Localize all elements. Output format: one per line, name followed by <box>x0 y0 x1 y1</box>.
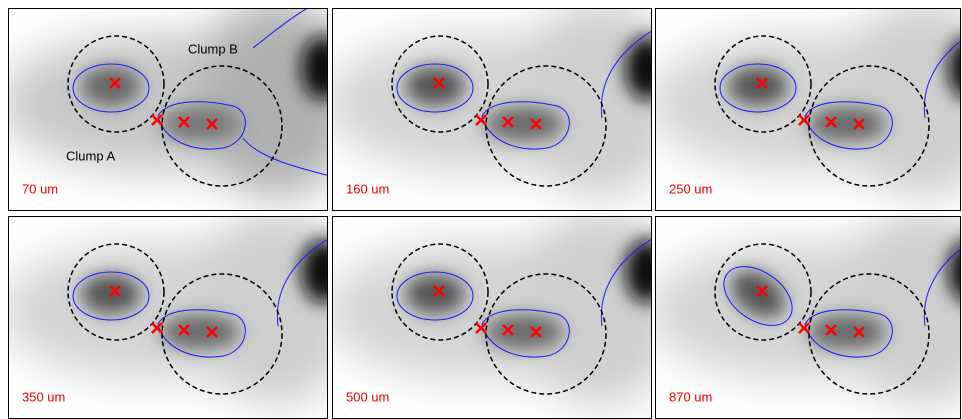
wavelength-label: 350 um <box>22 389 65 404</box>
panel-image <box>655 216 961 418</box>
wavelength-label: 70 um <box>22 181 58 196</box>
cross <box>433 77 445 89</box>
source <box>625 36 652 100</box>
halo <box>198 8 328 198</box>
contour <box>600 30 652 119</box>
contour <box>72 63 150 113</box>
wavelength-label: 160 um <box>346 181 389 196</box>
contour <box>804 309 893 358</box>
cross <box>798 322 810 334</box>
source <box>625 239 652 303</box>
clump-b-circle <box>485 65 607 187</box>
clump-b <box>484 106 564 142</box>
contour <box>923 248 961 327</box>
cross <box>530 326 542 338</box>
cross <box>853 118 865 130</box>
cross <box>502 116 514 128</box>
cross <box>530 118 542 130</box>
contour <box>157 309 246 358</box>
contour <box>396 63 474 113</box>
cross <box>475 322 487 334</box>
halo <box>845 216 961 406</box>
clump-b <box>160 314 240 350</box>
cross <box>756 77 768 89</box>
panel-border <box>655 8 961 211</box>
wavelength-label: 870 um <box>669 389 712 404</box>
cross <box>178 324 190 336</box>
contour <box>242 8 328 177</box>
clump-b <box>484 314 564 350</box>
contour <box>600 238 652 327</box>
contour <box>72 271 150 321</box>
halo <box>198 216 328 406</box>
source <box>301 36 328 100</box>
clump-a-circle <box>67 243 165 341</box>
clump-b-circle <box>808 273 930 395</box>
panel: 500 um <box>332 216 652 419</box>
cross <box>825 116 837 128</box>
panel-image <box>332 216 652 418</box>
panel: 870 um <box>655 216 961 419</box>
contour <box>396 271 474 321</box>
source <box>948 241 961 301</box>
cross <box>798 114 810 126</box>
clump-a-circle <box>391 243 489 341</box>
halo <box>522 216 652 406</box>
panel-image <box>8 216 328 418</box>
cross <box>109 285 121 297</box>
panel-border <box>8 8 328 211</box>
clump-b <box>160 106 240 142</box>
contour <box>481 309 570 358</box>
clump-b-circle <box>485 273 607 395</box>
clump-a-circle <box>391 35 489 133</box>
panel: 160 um <box>332 8 652 211</box>
clump-b <box>807 314 887 350</box>
panel-border <box>332 8 652 211</box>
panel: 350 um <box>8 216 328 419</box>
clump-a-circle <box>67 35 165 133</box>
clump-label: Clump B <box>188 41 238 56</box>
clump-b-circle <box>161 65 283 187</box>
cross <box>151 322 163 334</box>
cross <box>853 326 865 338</box>
halo <box>845 8 961 198</box>
clump-b <box>807 106 887 142</box>
cross <box>825 324 837 336</box>
panel-image <box>8 8 328 210</box>
cross <box>433 285 445 297</box>
cross <box>178 116 190 128</box>
clump-b-circle <box>161 273 283 395</box>
clump-label: Clump A <box>66 148 115 163</box>
clump-a-circle <box>714 35 812 133</box>
cross <box>109 77 121 89</box>
clump-a-circle <box>714 243 812 341</box>
cross <box>206 118 218 130</box>
cross <box>475 114 487 126</box>
cross <box>756 285 768 297</box>
source <box>948 38 961 98</box>
cross <box>151 114 163 126</box>
source <box>301 239 328 303</box>
panel: 70 um Clump A Clump B <box>8 8 328 211</box>
contour <box>923 40 961 119</box>
panel: 250 um <box>655 8 961 211</box>
contour <box>719 63 797 113</box>
cross <box>206 326 218 338</box>
contour <box>481 101 570 150</box>
clump-b-circle <box>808 65 930 187</box>
panel-image <box>655 8 961 210</box>
wavelength-label: 250 um <box>669 181 712 196</box>
contour <box>804 101 893 150</box>
panel-image <box>332 8 652 210</box>
contour <box>723 266 793 326</box>
cross <box>502 324 514 336</box>
contour <box>157 101 246 150</box>
contour <box>276 238 328 327</box>
wavelength-label: 500 um <box>346 389 389 404</box>
halo <box>522 8 652 198</box>
